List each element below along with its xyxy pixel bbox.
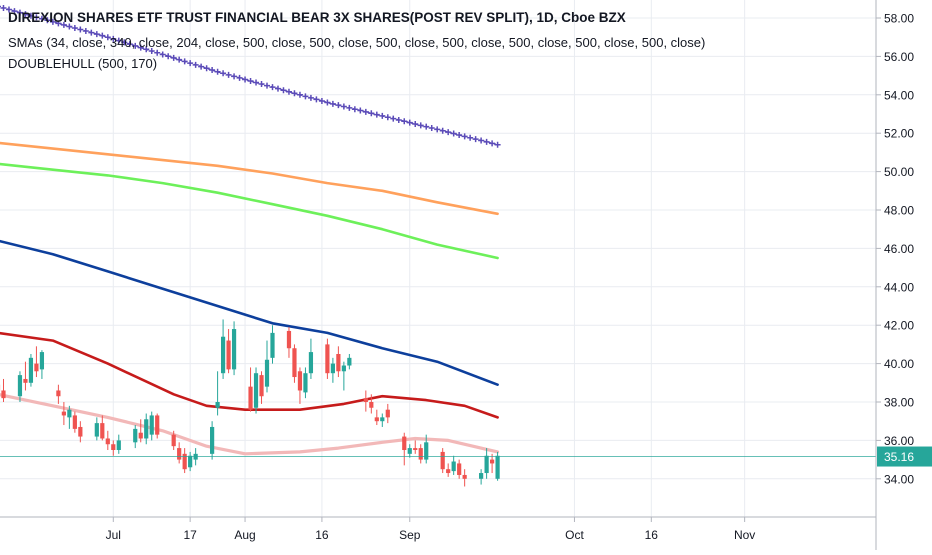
candle-body <box>226 341 230 370</box>
candle-body <box>402 437 406 450</box>
last-price-tag: 35.16 <box>877 447 932 467</box>
y-tick-label: 34.00 <box>884 472 914 486</box>
candle-body <box>133 429 137 442</box>
candle-body <box>369 402 373 408</box>
candle-body <box>73 415 77 428</box>
candle-body <box>106 438 110 444</box>
candle-body <box>100 423 104 438</box>
candle-body <box>441 452 445 469</box>
candle-body <box>336 354 340 371</box>
y-tick-label: 48.00 <box>884 204 914 218</box>
candle-up[interactable] <box>210 421 214 459</box>
candle-body <box>221 337 225 373</box>
y-tick-label: 46.00 <box>884 242 914 256</box>
x-tick-label: Jul <box>106 528 121 542</box>
candle-body <box>210 427 214 454</box>
candle-body <box>419 448 423 460</box>
y-tick-label: 56.00 <box>884 50 914 64</box>
candle-body <box>111 444 115 450</box>
x-tick-label: 16 <box>315 528 329 542</box>
candle-body <box>40 352 44 369</box>
candle-body <box>292 348 296 377</box>
candle-body <box>144 419 148 438</box>
y-tick-label: 50.00 <box>884 165 914 179</box>
candle-body <box>270 333 274 358</box>
legend-doublehull[interactable]: DOUBLEHULL (500, 170) <box>8 56 157 71</box>
candle-body <box>23 379 27 383</box>
x-tick-label: 16 <box>645 528 659 542</box>
candle-body <box>232 329 236 369</box>
candle-body <box>380 417 384 421</box>
candle-body <box>34 364 38 372</box>
candle-body <box>413 448 417 450</box>
candle-body <box>408 448 412 454</box>
candle-body <box>298 371 302 390</box>
candle-body <box>325 344 329 373</box>
last-price-label: 35.16 <box>884 450 914 464</box>
candle-body <box>265 360 269 387</box>
candle-body <box>56 390 60 396</box>
candle-body <box>78 427 82 437</box>
y-tick-label: 52.00 <box>884 127 914 141</box>
candle-body <box>139 433 143 439</box>
y-tick-label: 58.00 <box>884 12 914 26</box>
candle-down[interactable] <box>325 339 329 379</box>
y-tick-label: 42.00 <box>884 319 914 333</box>
candle-body <box>254 373 258 408</box>
x-tick-label: Sep <box>399 528 421 542</box>
candle-body <box>309 352 313 373</box>
candle-up[interactable] <box>254 367 258 413</box>
candle-body <box>216 402 220 408</box>
candle-body <box>155 415 159 434</box>
candle-body <box>303 373 307 392</box>
candle-body <box>177 448 181 460</box>
candle-body <box>18 375 22 396</box>
legend-smas[interactable]: SMAs (34, close, 340, close, 204, close,… <box>8 35 705 50</box>
x-tick-label: Oct <box>565 528 584 542</box>
candle-body <box>67 410 71 418</box>
candle-body <box>29 358 33 383</box>
candle-body <box>452 462 456 472</box>
candle-body <box>287 331 291 348</box>
y-tick-label: 36.00 <box>884 434 914 448</box>
candle-body <box>375 417 379 421</box>
y-tick-label: 44.00 <box>884 280 914 294</box>
candle-body <box>172 435 176 447</box>
candle-body <box>188 456 192 468</box>
candle-up[interactable] <box>29 354 33 387</box>
candle-body <box>331 364 335 374</box>
candle-body <box>259 375 263 396</box>
candle-body <box>446 469 450 473</box>
chart-title: DIREXION SHARES ETF TRUST FINANCIAL BEAR… <box>8 10 626 25</box>
candle-body <box>62 412 66 416</box>
candle-body <box>495 456 499 479</box>
y-tick-label: 38.00 <box>884 396 914 410</box>
candle-body <box>485 456 489 473</box>
y-tick-label: 40.00 <box>884 357 914 371</box>
candle-body <box>490 460 494 464</box>
candle-body <box>95 423 99 436</box>
x-tick-label: Nov <box>734 528 755 542</box>
x-tick-label: Aug <box>234 528 255 542</box>
candle-body <box>248 387 252 410</box>
candle-body <box>457 463 461 475</box>
candle-down[interactable] <box>292 344 296 382</box>
candle-body <box>347 358 351 366</box>
y-tick-label: 54.00 <box>884 88 914 102</box>
candle-up[interactable] <box>232 321 236 375</box>
candle-body <box>364 398 368 402</box>
candle-body <box>479 473 483 479</box>
candle-body <box>463 475 467 479</box>
candle-body <box>386 410 390 418</box>
x-tick-label: 17 <box>183 528 197 542</box>
candle-body <box>117 440 121 450</box>
candle-body <box>342 366 346 372</box>
candle-body <box>150 415 154 434</box>
candle-body <box>1 390 5 398</box>
